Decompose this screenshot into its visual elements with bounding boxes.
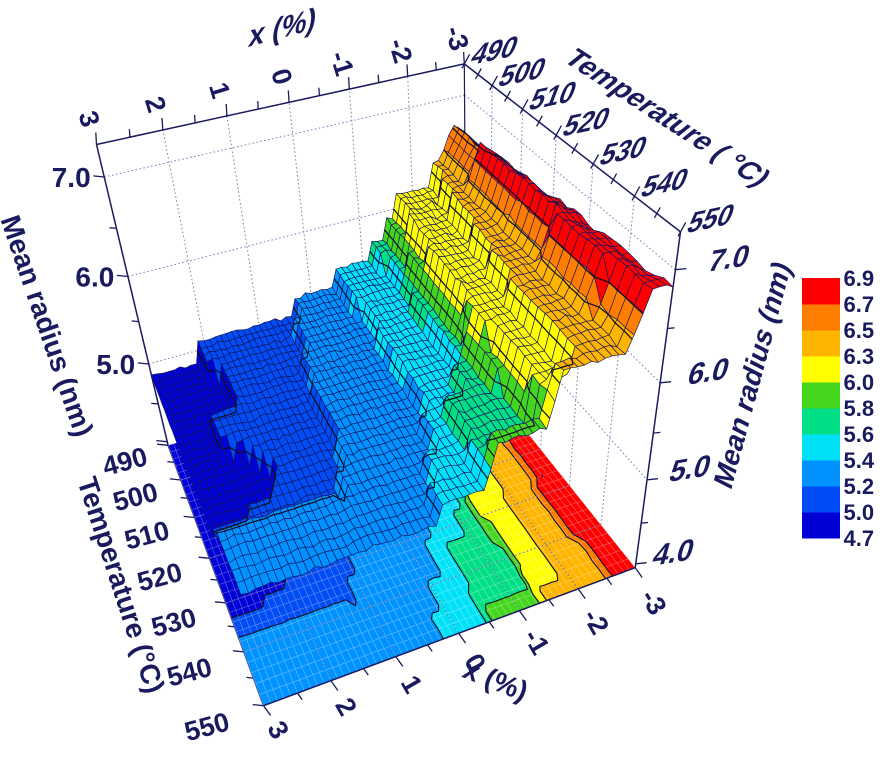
svg-text:3: 3 [261, 716, 294, 744]
svg-text:6.5: 6.5 [844, 318, 875, 343]
svg-text:550: 550 [682, 198, 739, 241]
svg-text:490: 490 [99, 441, 150, 482]
svg-text:5.0: 5.0 [665, 448, 715, 489]
svg-text:x (%): x (%) [459, 653, 533, 707]
svg-text:5.8: 5.8 [844, 396, 875, 421]
svg-text:Mean radius (nm): Mean radius (nm) [0, 211, 99, 440]
svg-text:520: 520 [134, 557, 185, 598]
svg-text:5.0: 5.0 [96, 349, 135, 380]
svg-text:5.2: 5.2 [844, 474, 875, 499]
svg-text:-3: -3 [634, 584, 672, 620]
svg-text:7.0: 7.0 [52, 162, 91, 193]
svg-text:-1: -1 [517, 624, 555, 660]
svg-text:6.3: 6.3 [844, 344, 875, 369]
svg-text:6.0: 6.0 [844, 370, 875, 395]
svg-text:500: 500 [110, 477, 161, 518]
svg-text:-3: -3 [439, 22, 475, 54]
svg-text:510: 510 [121, 515, 172, 556]
svg-text:5.6: 5.6 [844, 422, 875, 447]
svg-text:4.7: 4.7 [844, 526, 875, 551]
svg-text:6.7: 6.7 [844, 292, 875, 317]
svg-text:2: 2 [329, 693, 362, 721]
svg-text:3: 3 [73, 107, 106, 130]
svg-text:2: 2 [139, 93, 172, 116]
svg-text:x (%): x (%) [246, 1, 319, 54]
svg-text:6.0: 6.0 [684, 351, 734, 392]
svg-text:1: 1 [203, 79, 236, 102]
svg-text:550: 550 [181, 707, 232, 748]
svg-text:6.9: 6.9 [844, 266, 875, 291]
svg-text:-2: -2 [577, 604, 615, 640]
svg-text:540: 540 [164, 652, 215, 693]
svg-text:7.0: 7.0 [704, 238, 754, 279]
svg-text:540: 540 [636, 162, 693, 205]
svg-text:530: 530 [148, 602, 199, 643]
svg-text:-2: -2 [382, 35, 418, 67]
svg-text:0: 0 [265, 65, 298, 88]
svg-text:530: 530 [595, 130, 652, 173]
svg-text:6.0: 6.0 [75, 262, 114, 293]
svg-text:4.0: 4.0 [649, 532, 699, 573]
svg-text:5.0: 5.0 [844, 500, 875, 525]
svg-text:-1: -1 [324, 48, 360, 80]
svg-text:1: 1 [395, 670, 428, 698]
svg-text:5.4: 5.4 [844, 448, 875, 473]
